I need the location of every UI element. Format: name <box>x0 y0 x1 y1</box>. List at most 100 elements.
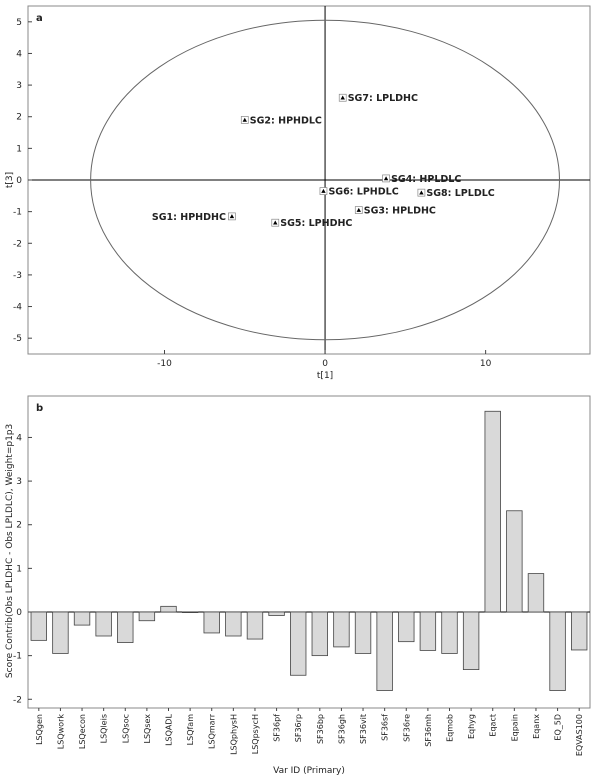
y-tick-label: 4 <box>16 433 22 443</box>
confidence-ellipse <box>90 19 560 341</box>
y-tick-label: 0 <box>16 608 22 618</box>
y-tick-label: 3 <box>16 81 22 91</box>
bar-series <box>30 410 588 691</box>
category-label: Eqanx <box>532 714 541 739</box>
y-axis-title: Score Contrib(Obs LPLDHC - Obs LPLDLC), … <box>5 424 15 678</box>
bar <box>225 611 242 637</box>
scatter-point-group: SG4: HPLDLC <box>382 174 461 185</box>
category-label: EQ_5D <box>554 714 563 741</box>
scatter-point-group: SG8: LPLDLC <box>417 188 495 199</box>
panel-label-a: a <box>36 13 43 24</box>
x-axis-title: Var ID (Primary) <box>273 766 345 776</box>
scatter-axes <box>28 6 590 354</box>
bar <box>376 611 393 691</box>
bar <box>246 611 264 640</box>
point-label: SG1: HPHDHC <box>152 212 226 223</box>
y-tick-label: -2 <box>13 239 22 249</box>
category-label: Eqmob <box>446 714 455 742</box>
y-tick-label: -2 <box>13 695 22 705</box>
bar-plot-frame <box>27 395 591 709</box>
y-tick-label: -3 <box>13 271 22 281</box>
x-axis-title: t[1] <box>317 371 333 381</box>
y-tick-label: 2 <box>16 113 22 123</box>
bar <box>73 611 91 626</box>
scatter-point-group: SG3: HPLDHC <box>354 206 436 217</box>
category-label: SF36sf <box>381 714 390 741</box>
point-marker <box>340 95 345 100</box>
category-label: LSQADL <box>165 713 174 745</box>
point-label: SG5: LPHDHC <box>280 218 352 229</box>
bar <box>290 611 307 676</box>
bar <box>419 611 437 651</box>
y-tick-label: -1 <box>13 652 22 662</box>
bar-y-tick-labels: 4 3 2 1 0 -1 -2 <box>13 433 22 705</box>
point-marker <box>273 220 278 225</box>
y-tick-label: 5 <box>16 18 22 28</box>
point-label: SG6: LPHDLC <box>328 187 398 198</box>
category-label: LSQwork <box>56 714 65 750</box>
bar-category-labels: LSQgen LSQwork LSQecon LSQleis LSQsoc LSQsex L… <box>35 713 584 756</box>
bar <box>549 611 566 691</box>
bar-axes <box>28 436 590 711</box>
bar <box>117 611 134 643</box>
point-marker <box>242 117 247 122</box>
category-label: EQVAS100 <box>575 714 584 756</box>
bar <box>441 611 458 654</box>
y-tick-label: 0 <box>16 176 22 186</box>
category-label: SF36bp <box>316 714 325 744</box>
scatter-point-group: SG1: HPHDHC <box>152 212 236 223</box>
category-label: LSQecon <box>78 714 87 749</box>
bar <box>138 611 156 622</box>
category-label: Eqact <box>489 714 498 737</box>
point-label: SG8: LPLDLC <box>426 188 494 199</box>
bar <box>506 510 523 613</box>
category-label: LSQleis <box>100 714 109 743</box>
bar <box>462 611 480 670</box>
category-label: LSQfam <box>186 714 195 746</box>
bar <box>333 611 350 648</box>
category-label: SF36mh <box>424 714 433 747</box>
category-label: LSQmarr <box>208 713 217 749</box>
y-axis-title: t[3] <box>5 172 15 188</box>
category-label: Eqhyg <box>467 714 476 739</box>
bar <box>95 611 112 637</box>
category-label: LSQsex <box>143 714 152 744</box>
point-label: SG2: HPHDLC <box>250 115 322 126</box>
category-label: Eqpain <box>510 714 519 741</box>
point-marker <box>321 188 326 193</box>
y-tick-label: -1 <box>13 208 22 218</box>
bar <box>527 573 545 613</box>
bar <box>203 611 220 634</box>
panel-label-b: b <box>36 403 43 414</box>
point-label: SG7: LPLDHC <box>348 93 418 104</box>
bar <box>268 611 285 616</box>
bar <box>30 611 47 641</box>
point-label: SG4: HPLDLC <box>391 174 461 185</box>
point-label: SG3: HPLDHC <box>364 206 436 217</box>
bar <box>571 611 588 651</box>
bar <box>311 611 328 657</box>
category-label: SF36gh <box>337 714 346 744</box>
scatter-points: SG7: LPLDHC SG2: HPHDLC SG4: HPLDLC SG6: LP… <box>152 93 495 229</box>
category-label: SF36rp <box>294 714 303 742</box>
x-tick-label: -10 <box>157 359 172 369</box>
y-tick-label: 3 <box>16 477 22 487</box>
y-tick-label: 1 <box>16 564 22 574</box>
x-tick-label: 0 <box>322 359 328 369</box>
category-label: SF36pf <box>273 714 282 742</box>
category-label: LSQsoc <box>121 714 130 743</box>
point-marker <box>419 190 424 195</box>
y-tick-label: 2 <box>16 521 22 531</box>
scatter-point-group: SG7: LPLDHC <box>338 93 418 104</box>
scatter-point-group: SG2: HPHDLC <box>240 115 322 126</box>
bar <box>181 611 199 614</box>
category-label: SF36vit <box>359 714 368 744</box>
y-tick-label: 1 <box>16 144 22 154</box>
category-label: LSQphysH <box>229 714 238 755</box>
y-tick-label: -5 <box>13 334 22 344</box>
scatter-point-group: SG5: LPHDHC <box>271 218 352 229</box>
